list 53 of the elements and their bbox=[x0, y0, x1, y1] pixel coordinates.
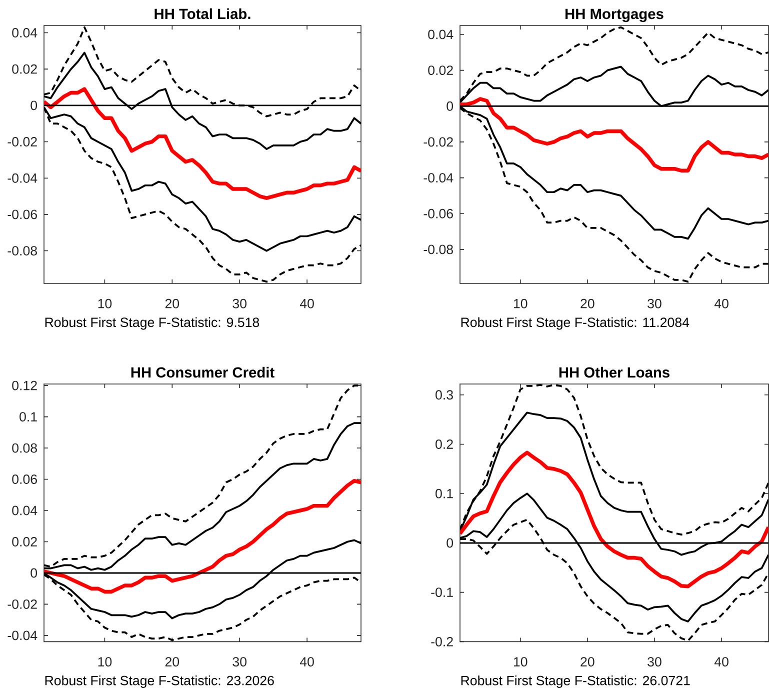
x-tick-label: 10 bbox=[98, 298, 112, 308]
x-tick-label: 40 bbox=[300, 298, 314, 308]
y-tick-label: -0.08 bbox=[8, 246, 37, 256]
y-tick-label: -0.04 bbox=[8, 630, 38, 640]
y-tick-label: -0.1 bbox=[431, 588, 453, 598]
y-tick-label: 0.1 bbox=[436, 488, 453, 498]
y-tick-label: 0.02 bbox=[12, 64, 37, 74]
y-tick-label: 0.04 bbox=[12, 28, 38, 38]
y-tick-label: -0.2 bbox=[431, 636, 453, 646]
y-tick-label: -0.02 bbox=[8, 137, 37, 146]
y-tick-label: 0.04 bbox=[428, 30, 454, 40]
y-tick-label: 0 bbox=[446, 101, 454, 111]
y-tick-label: 0.2 bbox=[436, 440, 453, 449]
y-tick-label: 0.08 bbox=[12, 443, 37, 453]
y-tick-label: -0.02 bbox=[424, 137, 453, 147]
y-tick-label: 0.02 bbox=[428, 66, 453, 76]
text: Robust First Stage F-Statistic: 9.518 bbox=[45, 317, 260, 330]
y-tick-label: 0.04 bbox=[12, 506, 38, 516]
x-tick-label: 10 bbox=[514, 657, 528, 667]
y-tick-label: 0.12 bbox=[12, 380, 37, 390]
y-tick-label: -0.06 bbox=[8, 210, 37, 220]
chart-title: HH Total Liab. bbox=[154, 8, 250, 20]
x-tick-label: 30 bbox=[648, 298, 662, 308]
x-tick-label: 40 bbox=[714, 298, 728, 308]
y-tick-label: 0.1 bbox=[20, 412, 37, 422]
y-tick-label: 0.06 bbox=[12, 474, 37, 484]
chart-title: HH Other Loans bbox=[559, 366, 670, 378]
x-tick-label: 20 bbox=[580, 657, 594, 667]
x-tick-label: 30 bbox=[648, 657, 662, 667]
y-tick-label: 0 bbox=[30, 568, 38, 578]
x-tick-label: 40 bbox=[300, 657, 314, 667]
text: Robust First Stage F-Statistic: 23.2026 bbox=[45, 675, 274, 688]
y-tick-label: 0 bbox=[446, 538, 454, 548]
x-tick-label: 30 bbox=[232, 657, 246, 667]
x-tick-label: 40 bbox=[714, 657, 728, 667]
x-tick-label: 30 bbox=[232, 298, 246, 308]
y-tick-label: -0.04 bbox=[8, 173, 38, 183]
chart-title: HH Consumer Credit bbox=[131, 366, 274, 378]
chart-title: HH Mortgages bbox=[566, 8, 664, 22]
x-tick-label: 20 bbox=[165, 298, 180, 308]
x-tick-label: 10 bbox=[98, 657, 112, 667]
y-tick-label: 0.02 bbox=[12, 537, 37, 546]
text: Robust First Stage F-Statistic: 26.0721 bbox=[461, 675, 690, 688]
x-tick-label: 20 bbox=[165, 657, 180, 667]
y-tick-label: 0.3 bbox=[436, 390, 453, 400]
y-tick-label: -0.02 bbox=[8, 599, 37, 609]
y-tick-label: 0 bbox=[30, 100, 38, 110]
y-tick-label: -0.08 bbox=[424, 244, 453, 254]
y-tick-label: -0.04 bbox=[424, 173, 454, 183]
text: Robust First Stage F-Statistic: 11.2084 bbox=[461, 317, 690, 330]
y-tick-label: -0.06 bbox=[424, 208, 453, 218]
x-tick-label: 10 bbox=[514, 298, 528, 308]
x-tick-label: 20 bbox=[580, 298, 594, 308]
